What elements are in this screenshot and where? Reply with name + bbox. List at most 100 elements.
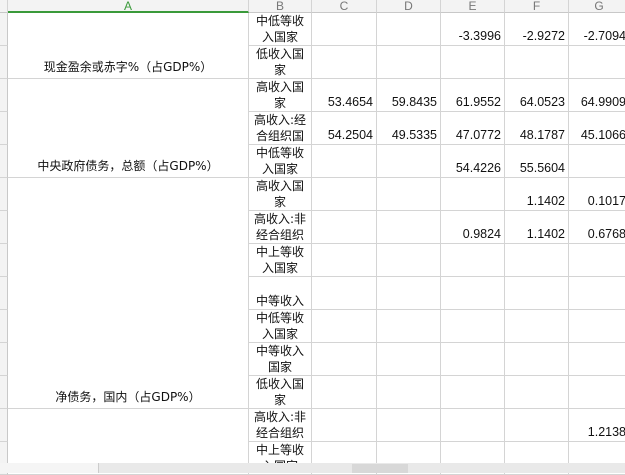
value-cell[interactable]: [569, 376, 625, 409]
row-header[interactable]: [0, 277, 8, 310]
value-cell[interactable]: 64.0523: [505, 79, 569, 112]
group-cell[interactable]: 高收入:非经合组织: [249, 211, 312, 244]
value-cell[interactable]: [377, 244, 441, 277]
value-cell[interactable]: [312, 178, 377, 211]
value-cell[interactable]: [312, 46, 377, 79]
value-cell[interactable]: [505, 277, 569, 310]
value-cell[interactable]: [441, 178, 505, 211]
value-cell[interactable]: 64.9909: [569, 79, 625, 112]
value-cell[interactable]: [377, 409, 441, 442]
value-cell[interactable]: [569, 277, 625, 310]
value-cell[interactable]: [312, 376, 377, 409]
value-cell[interactable]: [312, 211, 377, 244]
value-cell[interactable]: [505, 46, 569, 79]
value-cell[interactable]: [569, 46, 625, 79]
value-cell[interactable]: 49.5335: [377, 112, 441, 145]
value-cell[interactable]: 61.9552: [441, 79, 505, 112]
value-cell[interactable]: 0.1017: [569, 178, 625, 211]
value-cell[interactable]: 0.6768: [569, 211, 625, 244]
column-header-f[interactable]: F: [505, 0, 569, 13]
value-cell[interactable]: 47.0772: [441, 112, 505, 145]
value-cell[interactable]: 1.2138: [569, 409, 625, 442]
group-cell[interactable]: 高收入国家: [249, 79, 312, 112]
value-cell[interactable]: [377, 178, 441, 211]
row-header[interactable]: [0, 112, 8, 145]
row-header[interactable]: [0, 79, 8, 112]
value-cell[interactable]: [505, 310, 569, 343]
value-cell[interactable]: [377, 13, 441, 46]
value-cell[interactable]: [441, 277, 505, 310]
group-cell[interactable]: 中低等收入国家: [249, 310, 312, 343]
value-cell[interactable]: [312, 13, 377, 46]
group-cell[interactable]: 高收入:非经合组织: [249, 409, 312, 442]
value-cell[interactable]: 54.2504: [312, 112, 377, 145]
value-cell[interactable]: [377, 343, 441, 376]
value-cell[interactable]: 53.4654: [312, 79, 377, 112]
value-cell[interactable]: [569, 145, 625, 178]
column-header-d[interactable]: D: [377, 0, 441, 13]
group-cell[interactable]: 中上等收入国家: [249, 244, 312, 277]
group-cell[interactable]: 中低等收入国家: [249, 13, 312, 46]
value-cell[interactable]: [377, 145, 441, 178]
value-cell[interactable]: 45.1066: [569, 112, 625, 145]
row-header[interactable]: [0, 211, 8, 244]
row-header[interactable]: [0, 409, 8, 442]
value-cell[interactable]: [505, 343, 569, 376]
value-cell[interactable]: [377, 376, 441, 409]
row-header[interactable]: [0, 310, 8, 343]
group-cell[interactable]: 中等收入: [249, 277, 312, 310]
row-header[interactable]: [0, 46, 8, 79]
value-cell[interactable]: 59.8435: [377, 79, 441, 112]
value-cell[interactable]: [441, 409, 505, 442]
value-cell[interactable]: 54.4226: [441, 145, 505, 178]
indicator-cell[interactable]: 现金盈余或赤字%（占GDP%）: [8, 13, 249, 79]
value-cell[interactable]: [377, 310, 441, 343]
value-cell[interactable]: [505, 244, 569, 277]
group-cell[interactable]: 高收入:经合组织国: [249, 112, 312, 145]
select-all-corner[interactable]: [0, 0, 8, 13]
value-cell[interactable]: [312, 343, 377, 376]
group-cell[interactable]: 低收入国家: [249, 376, 312, 409]
value-cell[interactable]: [441, 376, 505, 409]
value-cell[interactable]: -2.9272: [505, 13, 569, 46]
group-cell[interactable]: 高收入国家: [249, 178, 312, 211]
value-cell[interactable]: [441, 310, 505, 343]
value-cell[interactable]: [441, 343, 505, 376]
value-cell[interactable]: 1.1402: [505, 178, 569, 211]
value-cell[interactable]: 1.1402: [505, 211, 569, 244]
value-cell[interactable]: 48.1787: [505, 112, 569, 145]
indicator-cell[interactable]: 净债务，国内（占GDP%）: [8, 178, 249, 409]
value-cell[interactable]: [569, 343, 625, 376]
value-cell[interactable]: [505, 409, 569, 442]
group-cell[interactable]: 低收入国家: [249, 46, 312, 79]
value-cell[interactable]: [377, 277, 441, 310]
value-cell[interactable]: [505, 376, 569, 409]
value-cell[interactable]: [312, 310, 377, 343]
row-header[interactable]: [0, 13, 8, 46]
value-cell[interactable]: [569, 310, 625, 343]
column-header-a[interactable]: A: [8, 0, 249, 13]
row-header[interactable]: [0, 376, 8, 409]
column-header-b[interactable]: B: [249, 0, 312, 13]
value-cell[interactable]: 0.9824: [441, 211, 505, 244]
row-header[interactable]: [0, 244, 8, 277]
group-cell[interactable]: 中低等收入国家: [249, 145, 312, 178]
scrollbar-thumb[interactable]: [352, 464, 408, 473]
horizontal-scrollbar[interactable]: [0, 463, 625, 473]
row-header[interactable]: [0, 343, 8, 376]
value-cell[interactable]: -2.7094: [569, 13, 625, 46]
value-cell[interactable]: [312, 145, 377, 178]
row-header[interactable]: [0, 145, 8, 178]
sheet-tab-area[interactable]: [0, 463, 99, 473]
value-cell[interactable]: [377, 211, 441, 244]
column-header-g[interactable]: G: [569, 0, 625, 13]
value-cell[interactable]: [441, 46, 505, 79]
indicator-cell[interactable]: 中央政府债务，总额（占GDP%）: [8, 79, 249, 178]
value-cell[interactable]: [377, 46, 441, 79]
value-cell[interactable]: 55.5604: [505, 145, 569, 178]
column-header-c[interactable]: C: [312, 0, 377, 13]
value-cell[interactable]: [569, 244, 625, 277]
value-cell[interactable]: [312, 277, 377, 310]
row-header[interactable]: [0, 178, 8, 211]
value-cell[interactable]: -3.3996: [441, 13, 505, 46]
